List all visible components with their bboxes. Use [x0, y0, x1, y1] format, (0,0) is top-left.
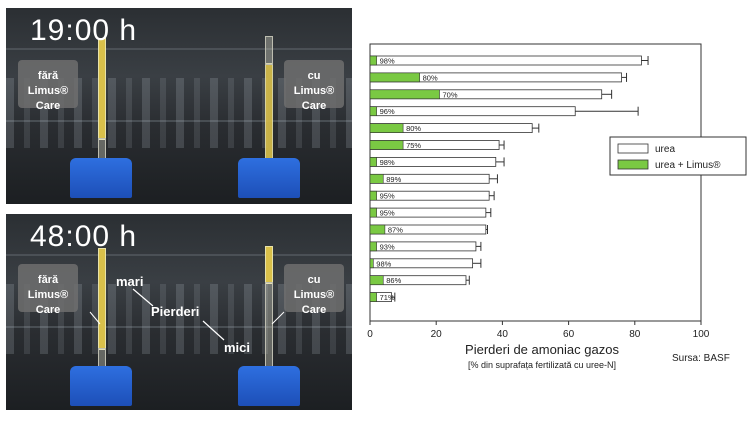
bottle-cap-blue [238, 366, 300, 406]
tube-without-limus [98, 38, 106, 140]
bar-urea-limus [369, 174, 384, 184]
reduction-label: 96% [380, 107, 395, 116]
label-line: Limus® Care [27, 85, 69, 112]
reduction-label: 95% [380, 209, 395, 218]
tube-empty-part [98, 138, 106, 160]
label-line: fără [37, 274, 59, 286]
reduction-label: 80% [406, 124, 421, 133]
reduction-label: 98% [380, 158, 395, 167]
reduction-label: 86% [386, 276, 401, 285]
bar-urea [369, 106, 576, 117]
legend-swatch-urea-limus [617, 159, 649, 170]
pointer-line [271, 311, 285, 325]
shelf [6, 254, 352, 256]
annotation-small: mici [224, 340, 251, 355]
reduction-label: 95% [380, 192, 395, 201]
bar-urea-limus [369, 207, 377, 218]
reduction-label: 75% [406, 141, 421, 150]
x-axis-title: Pierderi de amoniac gazos [465, 342, 619, 357]
x-tick-label: 100 [693, 329, 710, 340]
reduction-label: 89% [386, 175, 401, 184]
bar-urea [369, 55, 642, 66]
time-label: 48:00 h [30, 220, 138, 253]
reduction-label: 70% [443, 90, 458, 99]
label-line: Limus® Care [27, 289, 69, 316]
bar-urea-limus [369, 275, 384, 286]
x-tick-label: 20 [431, 329, 443, 340]
arrow-line [202, 320, 225, 341]
x-ticks: 0 20 40 60 80 100 [367, 321, 710, 340]
bar-urea-limus [369, 106, 377, 116]
bars-group: 98% 80% 70% 96% 80% 75% 98% 89% 95% 95% 87% 93% 98% 8… [369, 55, 649, 302]
label-line: cu [307, 70, 321, 82]
photo-48h: 48:00 h fără Limus® Care cu Limus® Care … [6, 214, 352, 410]
x-tick-label: 40 [497, 329, 509, 340]
reduction-label: 98% [380, 57, 395, 66]
bar-urea-limus [369, 55, 377, 66]
tube-empty-part [265, 36, 273, 65]
bar-urea-limus [369, 224, 386, 235]
bottle-cap-blue [238, 158, 300, 198]
label-line: Limus® Care [293, 289, 335, 316]
tube-with-limus [265, 246, 273, 284]
label-with-limus: cu Limus® Care [284, 264, 344, 316]
bottle-cap-blue [70, 366, 132, 406]
bar-urea [369, 275, 467, 286]
reduction-label: 93% [380, 242, 395, 251]
bar-urea-limus [369, 258, 374, 269]
x-tick-label: 0 [367, 329, 373, 340]
label-line: fără [37, 70, 59, 82]
legend: urea urea + Limus® [609, 136, 747, 176]
bar-urea-limus [369, 89, 440, 100]
reduction-label: 71% [380, 293, 395, 302]
x-tick-label: 60 [563, 329, 575, 340]
annotation-big: mari [116, 274, 144, 289]
bar-urea-limus [369, 140, 404, 150]
bar-urea-limus [369, 157, 377, 167]
shelf [6, 48, 352, 50]
arrow-line [132, 288, 154, 307]
bar-urea-limus [369, 72, 420, 83]
bar-urea-limus [369, 241, 377, 252]
reduction-label: 98% [376, 259, 391, 268]
bar-urea-limus [369, 190, 377, 201]
annotation-losses: Pierderi [151, 304, 200, 319]
legend-label-urea-limus: urea + Limus® [655, 160, 721, 171]
photo-19h: 19:00 h fără Limus® Care cu Limus® Care [6, 8, 352, 204]
legend-swatch-urea [617, 143, 649, 154]
shelf [6, 120, 352, 122]
reduction-label: 80% [423, 73, 438, 82]
source-label: Sursa: BASF [672, 353, 730, 364]
label-without-limus: fără Limus® Care [18, 264, 78, 316]
label-line: cu [307, 274, 321, 286]
label-with-limus: cu Limus® Care [284, 60, 344, 112]
label-line: Limus® Care [293, 85, 335, 112]
time-label: 19:00 h [30, 14, 138, 47]
shelf [6, 326, 352, 328]
legend-label-urea: urea [655, 144, 675, 155]
bottle-cap-blue [70, 158, 132, 198]
x-tick-label: 80 [629, 329, 641, 340]
pointer-line [89, 311, 101, 325]
annotation-arrows [89, 288, 285, 341]
bar-urea-limus [369, 292, 377, 302]
tube-without-limus [98, 248, 106, 350]
label-without-limus: fără Limus® Care [18, 60, 78, 112]
bar-urea-limus [369, 123, 404, 133]
reduction-label: 87% [388, 226, 403, 235]
ammonia-loss-chart: 98% 80% 70% 96% 80% 75% 98% 89% 95% 95% 87% 93% 98% 8… [367, 43, 747, 370]
x-axis-subtitle: [% din suprafața fertilizată cu uree-N] [468, 360, 616, 370]
